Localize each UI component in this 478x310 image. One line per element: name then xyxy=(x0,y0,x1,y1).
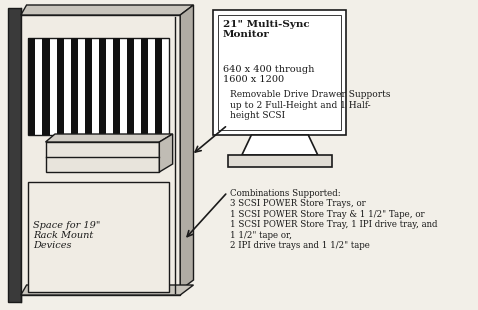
Polygon shape xyxy=(159,134,173,172)
Text: 21" Multi-Sync
Monitor: 21" Multi-Sync Monitor xyxy=(223,20,310,39)
Bar xyxy=(141,38,148,135)
Bar xyxy=(228,155,332,167)
Bar xyxy=(113,38,120,135)
Bar xyxy=(127,38,134,135)
Text: Space for 19"
Rack Mount
Devices: Space for 19" Rack Mount Devices xyxy=(33,220,100,250)
Bar xyxy=(155,38,162,135)
Bar xyxy=(8,8,21,302)
Bar xyxy=(98,38,106,135)
Bar xyxy=(218,15,341,130)
Polygon shape xyxy=(180,5,194,290)
Bar xyxy=(29,38,169,135)
Bar xyxy=(71,38,77,135)
Polygon shape xyxy=(242,135,318,155)
Bar xyxy=(43,38,50,135)
Bar xyxy=(29,182,169,292)
Bar xyxy=(45,142,159,172)
Bar xyxy=(29,38,35,135)
Text: Removable Drive Drawer Supports
up to 2 Full-Height and 1 Half-
height SCSI: Removable Drive Drawer Supports up to 2 … xyxy=(229,90,390,120)
Polygon shape xyxy=(21,5,194,15)
Text: 640 x 400 through
1600 x 1200: 640 x 400 through 1600 x 1200 xyxy=(223,65,314,84)
Bar xyxy=(213,10,346,135)
Polygon shape xyxy=(45,134,173,142)
Bar xyxy=(56,38,64,135)
Bar xyxy=(21,15,180,295)
Polygon shape xyxy=(21,285,194,295)
Text: Combinations Supported:
3 SCSI POWER Store Trays, or
1 SCSI POWER Store Tray & 1: Combinations Supported: 3 SCSI POWER Sto… xyxy=(229,189,437,250)
Bar xyxy=(85,38,92,135)
